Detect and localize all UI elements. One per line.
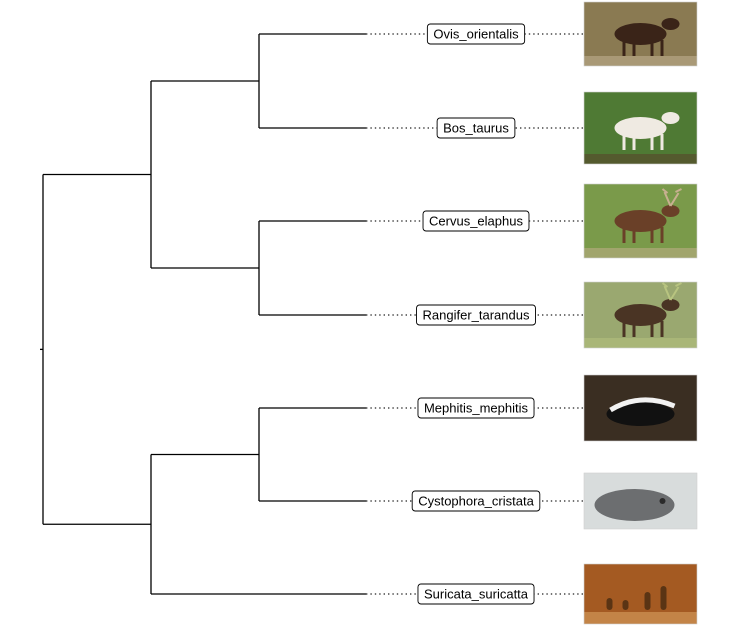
mouflon-photo-icon [583, 1, 698, 67]
tree-branches [40, 33, 366, 595]
animal-head [661, 18, 680, 30]
ground [584, 248, 697, 258]
animal-body [614, 117, 667, 139]
skunk-body [606, 402, 675, 426]
animal-leg [650, 134, 654, 150]
photo-frame [583, 563, 698, 625]
taxon-label: Rangifer_tarandus [416, 304, 536, 326]
skunk-stripe [609, 397, 676, 413]
taxon-label-text: Cystophora_cristata [418, 494, 534, 509]
taxon-label-box [416, 304, 536, 326]
taxon-label-text: Rangifer_tarandus [423, 308, 530, 323]
taxon-label-box [411, 490, 541, 512]
animal-body [614, 304, 667, 326]
meerkat-figure [644, 592, 651, 610]
taxon-label-text: Suricata_suricatta [424, 587, 529, 602]
taxon-label-box [426, 23, 526, 45]
taxon-label-text: Bos_taurus [443, 121, 509, 136]
animal-head [661, 112, 680, 124]
taxon-label: Cystophora_cristata [411, 490, 541, 512]
meerkat-figure [606, 598, 613, 610]
animal-leg [632, 40, 636, 56]
photo-frame [583, 91, 698, 165]
taxon-label-box [417, 397, 535, 419]
animal-leg [660, 134, 664, 150]
taxon-label-box [422, 210, 530, 232]
taxon-label: Bos_taurus [436, 117, 516, 139]
taxon-label-text: Cervus_elaphus [429, 214, 523, 229]
photo-frame [583, 374, 698, 442]
reindeer-photo-icon [583, 281, 698, 349]
ground [584, 612, 697, 624]
taxon-label-box [436, 117, 516, 139]
seal-eye [659, 498, 666, 504]
taxon-labels: Ovis_orientalis Bos_taurus Cervus_elaphus R… [411, 23, 541, 605]
taxon-label: Suricata_suricatta [417, 583, 535, 605]
animal-head [661, 205, 680, 217]
animal-leg [650, 321, 654, 337]
animal-leg [650, 227, 654, 243]
antlers [661, 188, 682, 207]
meerkat-figure [622, 600, 629, 610]
photo-frame [583, 281, 698, 349]
animal-leg [650, 40, 654, 56]
animal-head [661, 299, 680, 311]
ground [584, 56, 697, 66]
ground [584, 154, 697, 164]
animal-leg [660, 40, 664, 56]
meerkat-photo-icon [583, 563, 698, 625]
cow-photo-icon [583, 91, 698, 165]
antlers [661, 282, 682, 301]
taxon-photos [583, 1, 698, 625]
red-deer-photo-icon [583, 183, 698, 259]
animal-leg [632, 321, 636, 337]
taxon-label: Cervus_elaphus [422, 210, 530, 232]
animal-body [614, 210, 667, 232]
meerkat-figure [660, 586, 667, 610]
taxon-label: Mephitis_mephitis [417, 397, 535, 419]
photo-frame [583, 183, 698, 259]
seal-photo-icon [583, 472, 698, 530]
animal-body [614, 23, 667, 45]
animal-leg [622, 134, 626, 150]
leader-lines [366, 33, 584, 595]
photo-frame [583, 1, 698, 67]
seal-body [594, 489, 675, 521]
taxon-label-box [417, 583, 535, 605]
animal-leg [632, 227, 636, 243]
taxon-label-text: Ovis_orientalis [433, 27, 519, 42]
taxon-label: Ovis_orientalis [426, 23, 526, 45]
animal-leg [622, 227, 626, 243]
taxon-label-text: Mephitis_mephitis [424, 401, 529, 416]
photo-frame [583, 472, 698, 530]
animal-leg [660, 321, 664, 337]
ground [584, 338, 697, 348]
animal-leg [622, 321, 626, 337]
skunk-photo-icon [583, 374, 698, 442]
animal-leg [632, 134, 636, 150]
animal-leg [660, 227, 664, 243]
animal-leg [622, 40, 626, 56]
